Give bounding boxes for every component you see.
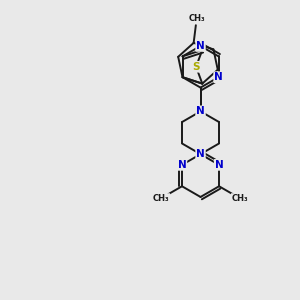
Text: N: N	[215, 160, 224, 170]
Text: N: N	[178, 160, 186, 170]
Text: CH₃: CH₃	[188, 14, 205, 23]
Text: S: S	[192, 62, 200, 72]
Text: CH₃: CH₃	[231, 194, 248, 203]
Text: N: N	[214, 72, 223, 82]
Text: N: N	[196, 41, 205, 51]
Text: N: N	[196, 106, 205, 116]
Text: N: N	[196, 149, 205, 159]
Text: CH₃: CH₃	[153, 194, 170, 203]
